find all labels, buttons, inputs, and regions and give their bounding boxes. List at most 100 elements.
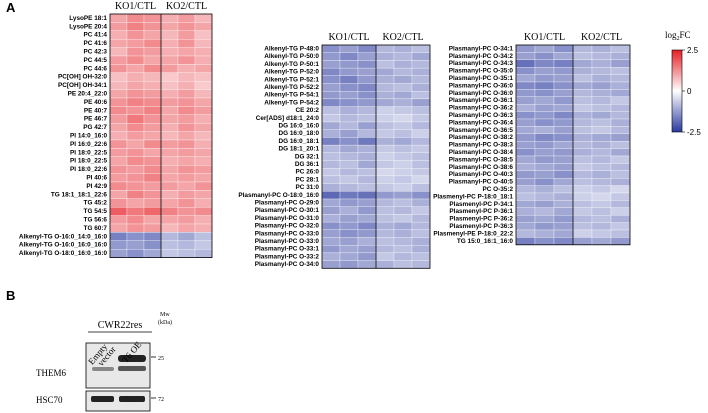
cell (321, 75, 341, 84)
cell (591, 215, 612, 223)
cell (321, 229, 341, 238)
row-label: Alkenyl-TG P-50:0 (264, 53, 319, 60)
cell (515, 52, 536, 60)
cell (126, 207, 145, 216)
cell (393, 44, 413, 53)
cell (143, 198, 162, 208)
cell (553, 215, 574, 223)
cell (411, 129, 431, 138)
cell (177, 148, 196, 157)
row-label: Plasmanyl-PC O-34:2 (449, 53, 514, 60)
cell (143, 156, 162, 166)
cell (610, 141, 631, 149)
cell (339, 252, 359, 261)
row-label: Plasmanyl-PC O-38:3 (449, 142, 514, 149)
cell (126, 123, 145, 132)
cell (160, 30, 179, 40)
title-part: FC (680, 30, 691, 40)
cell (194, 207, 213, 216)
row-label: Plasmanyl-PC O-32:0 (255, 223, 320, 230)
cell (534, 215, 555, 223)
cell (411, 114, 431, 123)
row-label: TG 60:7 (84, 225, 108, 232)
cell (393, 245, 413, 254)
cell (357, 98, 377, 107)
row-label: DG 16:0_18:1 (279, 138, 320, 145)
row-label: Alkenyl-TG P-54:2 (264, 99, 319, 106)
cell (177, 39, 196, 48)
cell (177, 97, 196, 107)
cell (160, 89, 179, 99)
row-label: Plasmanyl-PC O-40:3 (449, 171, 514, 178)
cell (610, 222, 631, 231)
cell (591, 52, 612, 60)
row-label: Alkenyl-TG P-52:0 (264, 69, 319, 76)
cell (591, 192, 612, 201)
cell (339, 237, 359, 246)
cell (109, 240, 128, 250)
cell (321, 237, 341, 246)
cell (357, 237, 377, 246)
cell (375, 75, 395, 84)
cell (177, 156, 196, 166)
row-label: PI 18:0_22:6 (70, 166, 107, 173)
cell (321, 214, 341, 223)
cell (591, 44, 612, 53)
cell (194, 131, 213, 141)
cell (357, 91, 377, 100)
cell (160, 139, 179, 149)
cell (591, 104, 612, 112)
cell (109, 106, 128, 115)
row-label: Cer[ADS] d18:1_24:0 (256, 115, 320, 122)
cell (143, 131, 162, 141)
cell (321, 198, 341, 207)
cell (610, 96, 631, 105)
cell (553, 178, 574, 186)
cell (411, 83, 431, 92)
row-label: PC 41:4 (84, 32, 108, 39)
row-label: DG 32:1 (295, 153, 320, 160)
cell (572, 237, 593, 245)
cell (109, 47, 128, 57)
cell (177, 190, 196, 199)
colorbar (671, 49, 683, 133)
cell (194, 190, 213, 199)
row-label: Plasmanyl-PC O-34:1 (449, 45, 514, 52)
cell (177, 240, 196, 250)
cell (126, 89, 145, 99)
cell (534, 96, 555, 105)
cell (126, 13, 145, 23)
cell (553, 52, 574, 60)
cell (321, 183, 341, 192)
cell (393, 160, 413, 169)
cell (357, 198, 377, 207)
cell (194, 89, 213, 99)
colorbar-tick-label: -2.5 (687, 128, 701, 137)
cell (553, 111, 574, 120)
row-label: TG 45:2 (84, 200, 108, 207)
row-label: PC 44:6 (84, 65, 108, 72)
row-label: PG 42:7 (83, 124, 107, 131)
cell (515, 133, 536, 142)
colorbar-tick-label: 2.5 (687, 46, 699, 55)
cell (177, 55, 196, 65)
row-label: Alkenyl-TG O-16:0_16:0_16:0 (19, 242, 108, 249)
cell (515, 104, 536, 112)
row-label: Plasmenyl-PC P-18:0_18:1 (433, 193, 513, 200)
column-header: KO1/CTL (328, 32, 369, 43)
cell (375, 175, 395, 184)
cell (177, 139, 196, 149)
cell (321, 83, 341, 92)
cell (143, 72, 162, 82)
row-label: PC 28:1 (296, 176, 320, 183)
cell (375, 191, 395, 200)
cell (591, 170, 612, 179)
row-label: Plasmanyl-PC O-36:4 (449, 119, 514, 126)
cell (610, 74, 631, 83)
cell (411, 183, 431, 192)
cell (339, 214, 359, 223)
cell (515, 229, 536, 238)
cell (160, 156, 179, 166)
cell (126, 240, 145, 250)
cell (160, 181, 179, 191)
